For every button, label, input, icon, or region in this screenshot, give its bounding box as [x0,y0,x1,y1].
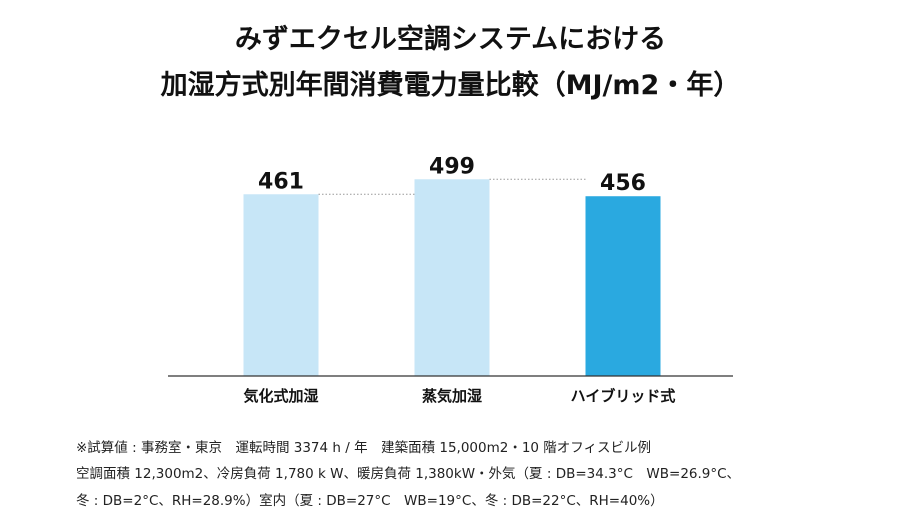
bar-2 [414,179,490,376]
data-label-3: 456 [600,171,646,196]
chart-title-line-1: みずエクセル空調システムにおける [234,24,667,55]
category-label-3: ハイブリッド式 [571,387,676,405]
bar-3 [585,196,661,376]
footnote-line-1: ※試算値 : 事務室・東京 運転時間 3374 h / 年 建築面積 15,00… [76,440,652,456]
bar-1 [243,194,319,376]
footnote-line-3: 冬 : DB=2°C、RH=28.9%）室内（夏 : DB=27°C WB=19… [76,493,664,509]
data-label-1: 461 [258,169,304,194]
category-label-1: 気化式加湿 [243,387,318,405]
footnote-line-2: 空調面積 12,300m2、冷房負荷 1,780 k W、暖房負荷 1,380k… [76,466,741,482]
chart-title-line-2: 加湿方式別年間消費電力量比較（MJ/m2・年） [160,70,741,101]
data-label-2: 499 [429,154,475,179]
category-label-2: 蒸気加湿 [422,387,482,405]
bar-chart: 461 気化式加湿 499 蒸気加湿 456 ハイブリッド式 [168,154,733,405]
